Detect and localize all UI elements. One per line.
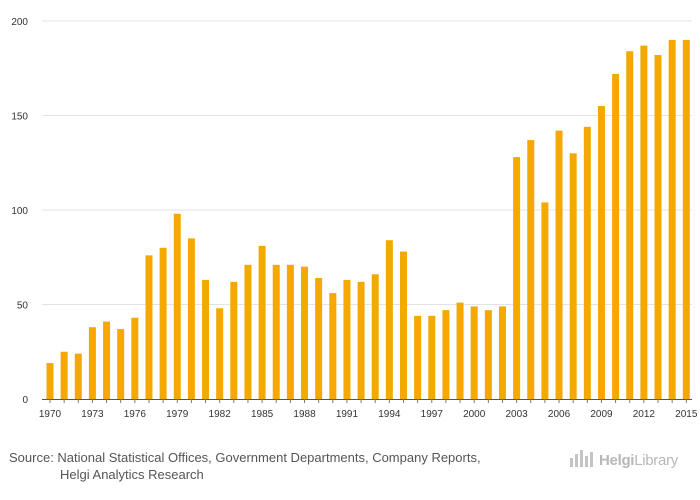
bar-1977 [145,255,153,399]
bar-2007 [569,153,577,399]
logo-text-library: Library [634,451,678,469]
bar-2006 [555,130,563,399]
bar-chart: 0 50 100 150 200 1970 1973 1976 1979 1982 1985 198… [11,17,698,420]
bar-1987 [286,264,294,399]
bar-1975 [117,329,125,399]
bar-2004 [527,140,535,399]
x-tick-label: 1991 [336,409,359,420]
bar-1989 [315,278,323,399]
bar-1986 [272,264,280,399]
x-tick-label: 2015 [675,409,698,420]
bar-1998 [442,310,450,399]
bar-2015 [682,39,690,400]
bar-2011 [626,51,634,400]
bar-1970 [46,363,54,399]
y-tick-label: 50 [17,301,29,312]
x-axis: 1970 1973 1976 1979 1982 1985 1988 1991 1994 1997… [39,399,698,420]
bar-2012 [640,45,648,399]
bar-1979 [173,213,181,399]
bar-1994 [385,240,393,399]
bar-2013 [654,55,662,400]
bar-1993 [371,274,379,399]
x-tick-label: 2000 [463,409,486,420]
bar-2002 [498,306,506,399]
bar-2000 [470,306,478,399]
x-tick-label: 2003 [505,409,528,420]
helgi-library-logo: Helgi Library [569,449,678,471]
bar-2003 [513,157,521,399]
bar-1996 [414,315,422,399]
x-tick-label: 1976 [124,409,147,420]
bar-1983 [230,281,238,399]
x-tick-label: 1979 [166,409,189,420]
x-tick-label: 1997 [421,409,444,420]
bar-1973 [88,327,96,399]
source-note: Source: National Statistical Offices, Go… [9,449,549,483]
bar-1980 [187,238,195,399]
bar-2005 [541,202,549,399]
bar-2009 [597,106,605,400]
x-tick-label: 1988 [293,409,316,420]
bar-1999 [456,302,464,399]
bar-1984 [244,264,252,399]
logo-text-helgi: Helgi [599,451,635,469]
x-tick-label: 1982 [209,409,232,420]
bar-1997 [428,315,436,399]
bar-1971 [60,351,68,399]
bar-1982 [216,308,224,399]
bar-1976 [131,317,139,399]
bar-1972 [74,353,82,399]
y-tick-label: 150 [11,112,28,123]
bar-1981 [202,279,210,399]
bar-1992 [357,281,365,399]
bar-1985 [258,245,266,399]
source-line-1: Source: National Statistical Offices, Go… [9,450,481,465]
y-tick-label: 200 [11,17,28,28]
y-tick-label: 0 [22,395,28,406]
x-tick-label: 1973 [81,409,104,420]
bar-2008 [583,126,591,399]
x-tick-label: 1985 [251,409,274,420]
x-tick-label: 2006 [548,409,571,420]
bar-2014 [668,39,676,400]
bar-2010 [612,73,620,400]
x-tick-label: 1970 [39,409,62,420]
bar-1991 [343,279,351,399]
y-axis-labels: 0 50 100 150 200 [11,17,28,406]
source-line-2: Helgi Analytics Research [60,467,204,482]
x-tick-label: 1994 [378,409,401,420]
x-tick-label: 2012 [633,409,656,420]
x-tick-label: 2009 [590,409,613,420]
grid-lines [42,20,692,305]
bar-chart-icon [569,448,595,472]
bar-1974 [103,321,111,399]
bar-1990 [329,293,337,399]
bar-1988 [301,266,309,399]
bar-1995 [400,251,407,399]
y-tick-label: 100 [11,206,28,217]
bar-2001 [484,310,492,399]
bar-1978 [159,247,167,399]
bars [46,39,690,400]
